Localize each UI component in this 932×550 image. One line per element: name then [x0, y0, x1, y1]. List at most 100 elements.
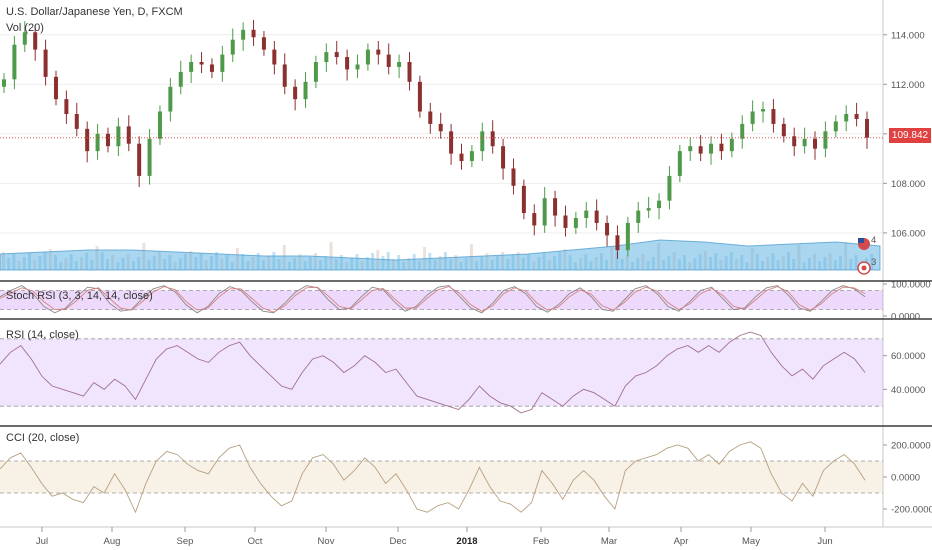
- time-tick-label: May: [742, 536, 760, 547]
- candle-body: [573, 218, 578, 228]
- candle-body: [157, 111, 162, 139]
- volume-bar: [329, 242, 333, 270]
- time-tick-label: Jun: [817, 536, 832, 547]
- candle-body: [178, 71, 183, 87]
- candle-body: [657, 200, 662, 209]
- candle-body: [282, 64, 287, 87]
- cci-title: CCI (20, close): [6, 432, 80, 444]
- time-tick-label: Jul: [36, 536, 48, 547]
- candle-body: [230, 39, 235, 55]
- us-flag-canton: [858, 238, 864, 243]
- cci: [0, 441, 887, 514]
- candle-body: [584, 210, 589, 218]
- candle-body: [417, 81, 422, 112]
- candle-body: [209, 64, 214, 72]
- candle-body: [386, 54, 391, 67]
- candle-body: [636, 210, 641, 223]
- candle-body: [438, 123, 443, 132]
- candle-body: [2, 79, 6, 87]
- main-chart-title: U.S. Dollar/Japanese Yen, D, FXCM: [6, 6, 183, 18]
- candle-body: [428, 111, 433, 124]
- cci-tick-label: 200.0000: [891, 441, 931, 452]
- time-tick-label: Dec: [390, 536, 407, 547]
- stoch-rsi: [0, 283, 887, 317]
- candle-body: [771, 109, 776, 124]
- cci-series-line: [0, 441, 866, 514]
- candle-body: [355, 64, 360, 70]
- price-tick-label: 106.000: [891, 228, 925, 239]
- candle-body: [85, 128, 90, 152]
- candle-body: [147, 138, 152, 176]
- event-count-label-us: 4: [871, 235, 876, 246]
- candle-body: [813, 138, 818, 149]
- candle-body: [688, 146, 693, 152]
- candle-body: [116, 126, 121, 147]
- candle-body: [313, 62, 318, 82]
- candle-body: [74, 114, 79, 129]
- candle-body: [324, 52, 329, 62]
- candle-body: [802, 138, 807, 147]
- rsi: [0, 331, 887, 414]
- candle-body: [750, 111, 755, 124]
- candle-body: [105, 133, 110, 147]
- price-tick-label: 112.000: [891, 80, 925, 91]
- candle-body: [189, 62, 194, 72]
- last-price-tag: 109.842: [889, 128, 931, 143]
- rsi-band: [0, 338, 883, 407]
- candle-body: [126, 126, 131, 144]
- candle-body: [865, 118, 869, 138]
- time-tick-label: Sep: [177, 536, 194, 547]
- candle-body: [792, 136, 797, 147]
- event-count-label-jp: 3: [871, 257, 876, 268]
- rsi-tick-label: 40.0000: [891, 385, 925, 396]
- candle-body: [449, 131, 454, 154]
- time-tick-label: Nov: [318, 536, 335, 547]
- candle-body: [490, 131, 495, 147]
- candle-body: [615, 235, 620, 251]
- candle-body: [532, 213, 537, 226]
- candle-body: [220, 54, 225, 72]
- stoch-rsi-series-line: [0, 286, 866, 313]
- cci-band: [0, 461, 883, 493]
- stoch-rsi-tick-label: 0.0000: [891, 312, 920, 323]
- candle-body: [511, 168, 516, 186]
- candle-body: [781, 123, 786, 137]
- candle-body: [729, 138, 734, 152]
- candle-body: [365, 49, 370, 65]
- candle-body: [646, 208, 651, 211]
- rsi-series-line: [0, 331, 866, 414]
- candle-body: [709, 143, 714, 154]
- candle-body: [594, 210, 599, 223]
- candle-body: [303, 81, 308, 100]
- candle-body: [501, 146, 506, 169]
- time-tick-label: Aug: [104, 536, 121, 547]
- candle-body: [168, 86, 173, 112]
- candle-body: [740, 123, 745, 139]
- candle-body: [521, 185, 526, 214]
- candle-body: [397, 62, 402, 67]
- candle-body: [272, 49, 277, 65]
- rsi-tick-label: 60.0000: [891, 351, 925, 362]
- stoch-rsi-tick-label: 100.0000: [891, 280, 931, 291]
- candle-body: [334, 52, 339, 58]
- candle-body: [844, 114, 849, 122]
- time-tick-label: Oct: [248, 536, 263, 547]
- stoch-rsi-title: Stoch RSI (3, 3, 14, 14, close): [6, 290, 153, 302]
- volume-indicator-label: Vol (20): [6, 22, 44, 34]
- candle-body: [605, 222, 610, 236]
- stoch-rsi-series-line: [0, 285, 866, 314]
- candle-body: [241, 29, 246, 40]
- candle-body: [251, 29, 256, 38]
- candle-body: [823, 131, 828, 149]
- candle-body: [345, 57, 350, 70]
- candle-body: [12, 44, 17, 80]
- candle-body: [667, 175, 672, 201]
- candle-body: [407, 62, 412, 82]
- candle-body: [833, 121, 838, 132]
- price-tick-label: 108.000: [891, 179, 925, 190]
- candle-body: [53, 76, 58, 100]
- time-tick-label: Apr: [674, 536, 689, 547]
